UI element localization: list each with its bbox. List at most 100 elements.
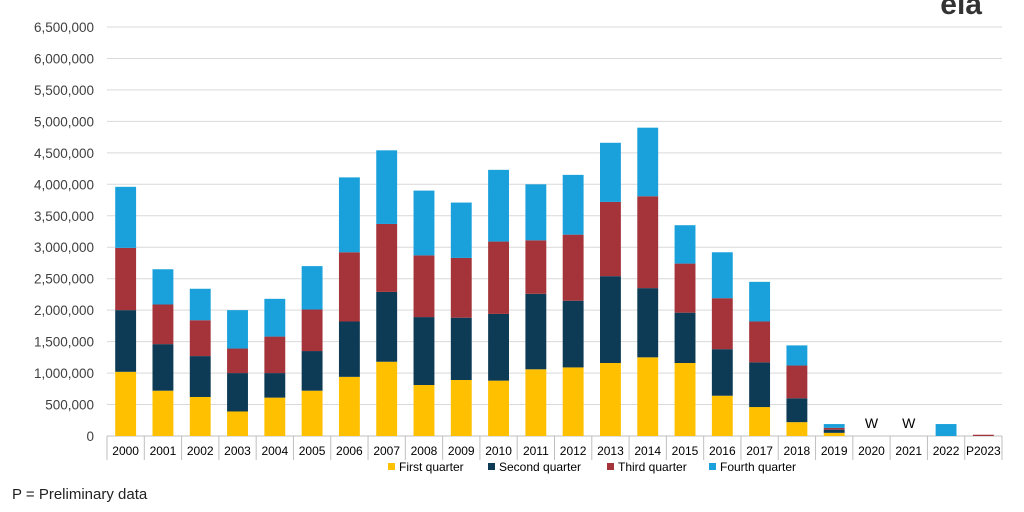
x-tick-label: 2002 (187, 444, 214, 458)
x-tick-label: 2006 (336, 444, 363, 458)
x-tick-label: 2008 (411, 444, 438, 458)
bar-segment (413, 317, 435, 386)
bar-segment (189, 288, 211, 321)
y-tick-label: 5,500,000 (34, 83, 94, 98)
bar-segment (115, 371, 137, 436)
bar-segment (637, 196, 659, 289)
x-tick-label: 2014 (634, 444, 661, 458)
bar-segment (338, 252, 360, 322)
bar-segment (562, 367, 584, 436)
bar-segment (301, 266, 323, 310)
bar-segment (823, 432, 845, 436)
y-tick-label: 2,500,000 (34, 272, 94, 287)
bar-segment (935, 424, 957, 436)
x-tick-label: 2012 (560, 444, 587, 458)
bar-segment (488, 313, 510, 381)
bar-segment (338, 376, 360, 436)
x-tick-label: 2013 (597, 444, 624, 458)
x-tick-label: 2003 (224, 444, 251, 458)
bar-segment (599, 201, 621, 277)
bar-segment (301, 390, 323, 436)
legend-swatch (709, 463, 716, 470)
footnote: P = Preliminary data (12, 486, 148, 503)
bar-segment (338, 177, 360, 253)
bar-segment (749, 362, 771, 408)
y-tick-label: 6,000,000 (34, 51, 94, 66)
legend-swatch (388, 463, 395, 470)
bar-segment (338, 321, 360, 377)
bar-segment (152, 344, 174, 391)
bar-segment (749, 321, 771, 363)
x-tick-label: 2010 (485, 444, 512, 458)
y-tick-label: 1,000,000 (34, 366, 94, 381)
bar-segment (189, 396, 211, 436)
bar-segment (488, 380, 510, 436)
x-tick-label: 2019 (821, 444, 848, 458)
bar-segment (413, 385, 435, 436)
bar-segment (786, 345, 808, 366)
bar-segment (637, 127, 659, 197)
bar-segment (152, 269, 174, 305)
x-tick-label: 2018 (784, 444, 811, 458)
bar-segment (189, 356, 211, 397)
x-tick-label: 2020 (858, 444, 885, 458)
x-tick-label: 2011 (523, 444, 549, 458)
y-tick-label: 2,000,000 (34, 303, 94, 318)
legend-label: Second quarter (499, 460, 581, 474)
bar-segment (488, 241, 510, 314)
withheld-annotation: W (865, 415, 879, 431)
bar-segment (525, 240, 547, 294)
bar-segment (227, 310, 248, 349)
bar-segment (227, 411, 248, 436)
bar-segment (674, 263, 696, 313)
bar-segment (488, 169, 510, 242)
bar-segment (786, 422, 808, 436)
bar-segment (115, 247, 137, 311)
x-tick-label: 2004 (261, 444, 288, 458)
bar-segment (674, 225, 696, 264)
withheld-annotation: W (902, 415, 916, 431)
y-tick-label: 3,000,000 (34, 240, 94, 255)
bar-segment (264, 298, 286, 337)
eia-logo: eia (940, 0, 982, 21)
bar-segment (823, 424, 845, 428)
bar-segment (674, 312, 696, 364)
y-tick-label: 4,000,000 (34, 177, 94, 192)
x-tick-label: 2000 (112, 444, 139, 458)
bar-segment (376, 361, 398, 436)
bar-segment (711, 395, 733, 436)
bar-segment (711, 298, 733, 350)
legend-label: First quarter (399, 460, 464, 474)
y-tick-label: 6,500,000 (34, 20, 94, 35)
bar-segment (450, 379, 472, 436)
y-tick-label: 4,500,000 (34, 146, 94, 161)
bar-segment (823, 427, 845, 430)
legend-label: Third quarter (618, 460, 687, 474)
bar-segment (301, 351, 323, 391)
y-tick-label: 0 (86, 429, 94, 444)
bar-segment (562, 174, 584, 235)
bar-segment (599, 142, 621, 202)
bar-segment (711, 252, 733, 299)
x-tick-label: P2023 (966, 444, 1001, 458)
y-tick-label: 1,500,000 (34, 335, 94, 350)
x-tick-label: 2017 (746, 444, 773, 458)
legend-swatch (488, 463, 495, 470)
bar-segment (376, 223, 398, 292)
bar-segment (674, 363, 696, 436)
y-tick-label: 3,500,000 (34, 209, 94, 224)
bar-segment (562, 300, 584, 368)
bar-segment (599, 363, 621, 436)
bar-segment (264, 397, 286, 436)
bar-segment (525, 369, 547, 436)
x-tick-label: 2005 (299, 444, 326, 458)
bar-segment (227, 373, 248, 412)
y-tick-label: 500,000 (45, 398, 94, 413)
bar-segment (637, 357, 659, 436)
bar-segment (749, 281, 771, 322)
bar-segment (152, 304, 174, 345)
bar-segment (413, 190, 435, 256)
bar-segment (525, 293, 547, 370)
bar-segment (711, 349, 733, 396)
bar-segment (599, 276, 621, 364)
